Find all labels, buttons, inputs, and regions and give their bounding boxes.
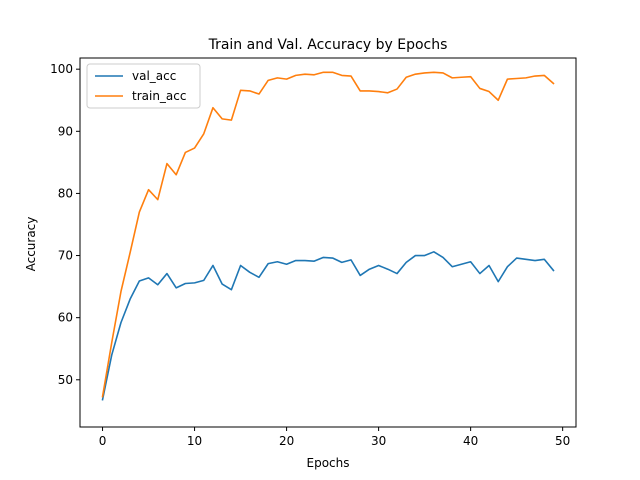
x-axis-title: Epochs [307,456,350,470]
legend-label-train_acc: train_acc [132,89,186,103]
x-tick-label: 30 [371,434,386,448]
x-tick-label: 40 [463,434,478,448]
plot-frame [79,57,577,428]
x-tick-label: 0 [99,434,107,448]
legend-box [86,63,201,109]
y-axis-title: Accuracy [24,217,38,272]
y-tick-label: 70 [58,249,73,263]
legend-label-val_acc: val_acc [132,69,176,83]
y-tick-label: 80 [58,186,73,200]
series-line-train_acc [101,71,555,398]
x-tick-label: 10 [187,434,202,448]
y-tick-label: 90 [58,124,73,138]
y-tick-label: 60 [58,311,73,325]
x-tick-label: 50 [555,434,570,448]
series-line-val_acc [101,251,555,401]
series-layer [101,71,555,401]
x-tick-label: 20 [279,434,294,448]
axes-layer: 0 10 20 30 40 50 50 60 70 80 90 100 [50,57,577,448]
y-tick-label: 100 [50,62,73,76]
legend: val_acc train_acc [86,63,201,109]
y-tick-label: 50 [58,373,73,387]
chart-title: Train and Val. Accuracy by Epochs [208,37,448,53]
